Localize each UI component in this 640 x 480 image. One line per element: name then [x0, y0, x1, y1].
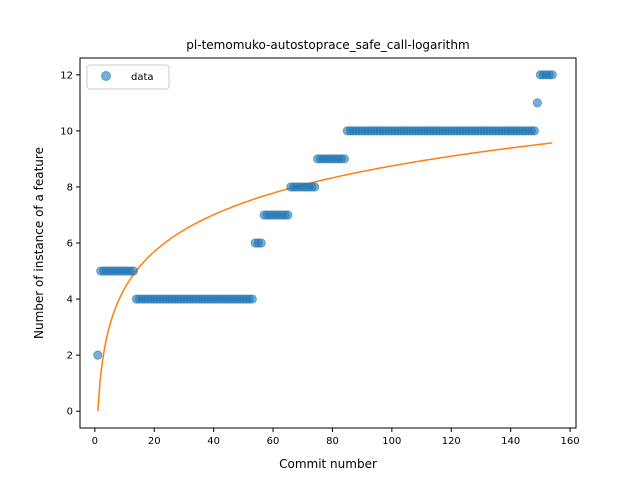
- fit-line-layer: [97, 142, 553, 412]
- x-tick-label: 60: [267, 436, 280, 447]
- plot-area: [80, 58, 576, 428]
- legend-label-data: data: [131, 72, 154, 83]
- data-point: [283, 210, 293, 220]
- x-tick-label: 120: [442, 436, 461, 447]
- y-tick-label: 6: [67, 239, 73, 250]
- data-point: [529, 126, 540, 136]
- y-tick-label: 12: [60, 70, 73, 81]
- data-point: [532, 98, 542, 108]
- x-tick-label: 80: [326, 436, 339, 447]
- x-tick-label: 0: [92, 436, 98, 447]
- x-tick-label: 100: [382, 436, 401, 447]
- data-point: [339, 154, 349, 164]
- fit-line: [97, 142, 553, 412]
- legend: data: [86, 64, 170, 90]
- x-tick-label: 160: [561, 436, 580, 447]
- y-axis-ticks: 0 2 4 6 8 10 12: [60, 70, 80, 418]
- y-tick-label: 4: [67, 295, 73, 306]
- data-point: [547, 70, 557, 80]
- data-points-layer: [93, 70, 557, 360]
- y-tick-label: 10: [60, 126, 73, 137]
- chart-title: pl-temomuko-autostoprace_safe_call-logar…: [186, 38, 469, 52]
- legend-marker-data: [101, 71, 111, 81]
- data-point: [247, 294, 257, 304]
- data-point: [256, 238, 266, 248]
- data-point: [310, 182, 320, 192]
- y-axis-label: Number of instance of a feature: [32, 147, 46, 339]
- data-point: [128, 266, 139, 276]
- x-axis-label: Commit number: [279, 457, 377, 471]
- data-point: [93, 350, 103, 360]
- legend-box: [86, 64, 170, 90]
- y-tick-label: 0: [67, 407, 73, 418]
- x-tick-label: 40: [207, 436, 220, 447]
- y-tick-label: 8: [67, 182, 73, 193]
- x-tick-label: 140: [501, 436, 520, 447]
- x-tick-label: 20: [148, 436, 161, 447]
- x-axis-ticks: 0 20 40 60 80 100 120 140 160: [92, 428, 580, 447]
- y-tick-label: 2: [67, 351, 73, 362]
